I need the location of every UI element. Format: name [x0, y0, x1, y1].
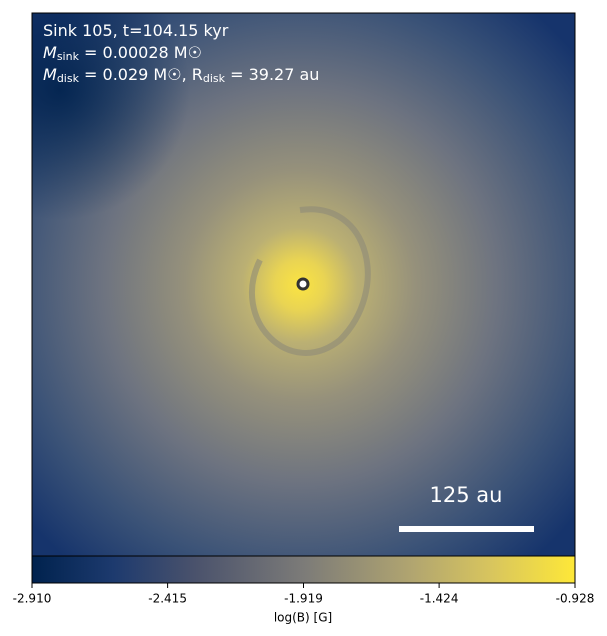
annotation: Msink = 0.00028 M☉ — [43, 43, 202, 64]
annotation: Sink 105, t=104.15 kyr — [43, 21, 229, 40]
annotation-text: Sink 105, t=104.15 kyr — [43, 21, 229, 40]
tick-label: -2.910 — [13, 592, 52, 606]
tick-label: -1.424 — [420, 592, 459, 606]
subscript: disk — [57, 72, 80, 85]
annotation-text: = 0.00028 M☉ — [79, 43, 202, 62]
annotation-text: = 0.029 M☉, R — [79, 65, 203, 84]
scale-bar-label: 125 au — [430, 483, 503, 507]
subscript: sink — [57, 50, 80, 63]
tick-label: -0.928 — [556, 592, 595, 606]
subscript: disk — [203, 72, 226, 85]
tick-label: -1.919 — [284, 592, 323, 606]
annotation-text: M — [43, 65, 57, 84]
sink-marker — [296, 277, 310, 291]
colorbar — [31, 555, 576, 584]
annotation-text: M — [43, 43, 57, 62]
annotation-text: = 39.27 au — [225, 65, 319, 84]
colorbar-ticks: -2.910 -2.415 -1.919 -1.424 -0.928 — [13, 583, 595, 606]
colorbar-label: log(B) [G] — [274, 611, 332, 625]
scale-bar — [399, 526, 534, 532]
image — [32, 13, 575, 556]
tick-label: -2.415 — [148, 592, 187, 606]
annotations: Sink 105, t=104.15 kyr Msink = 0.00028 M☉… — [43, 21, 319, 86]
annotation: Mdisk = 0.029 M☉, Rdisk = 39.27 au — [43, 65, 319, 86]
